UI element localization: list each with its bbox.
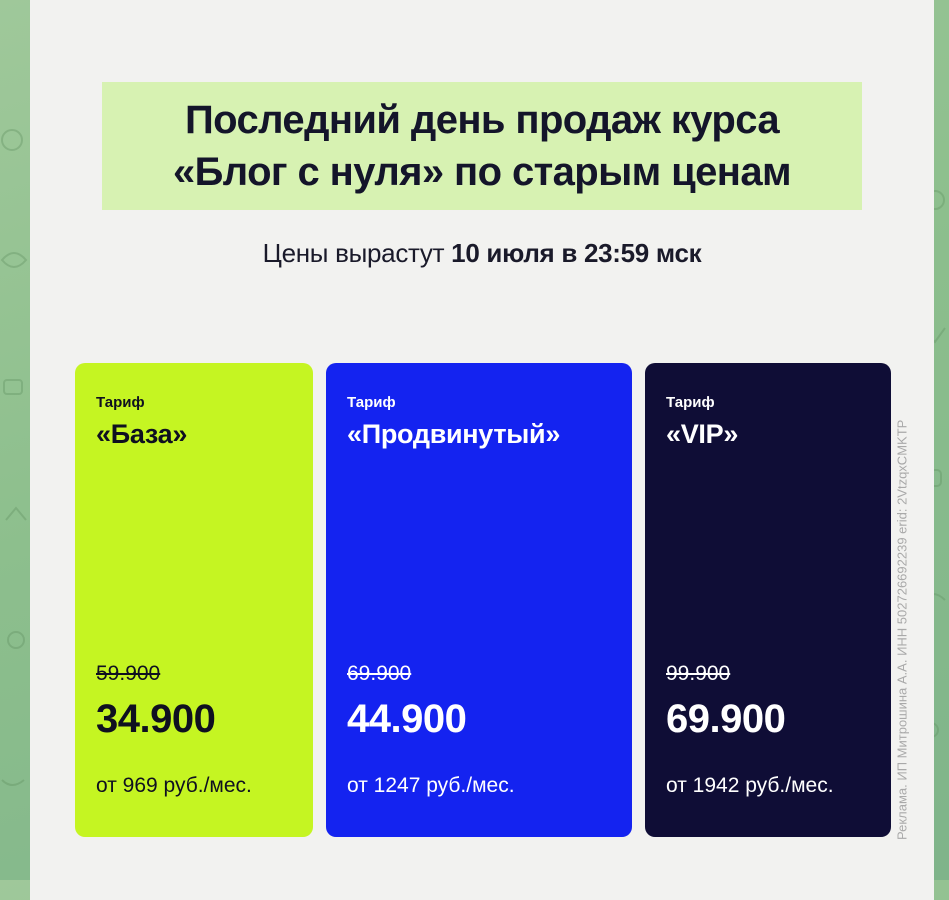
- plan-label: Тариф: [347, 394, 396, 411]
- headline-line-1: Последний день продаж курса: [185, 98, 780, 142]
- monthly-price: от 1247 руб./мес.: [347, 774, 515, 797]
- monthly-price: от 1942 руб./мес.: [666, 774, 834, 797]
- plan-label: Тариф: [96, 394, 145, 411]
- chat-wallpaper-pattern: [0, 129, 28, 786]
- plan-name: «База»: [96, 419, 188, 449]
- old-price: 69.900: [347, 662, 412, 685]
- ad-post-card: Последний день продаж курса «Блог с нуля…: [30, 0, 934, 900]
- new-price: 34.900: [96, 697, 216, 741]
- card-top-rounded: [30, 0, 934, 30]
- headline-line-2: «Блог с нуля» по старым ценам: [173, 150, 792, 194]
- old-price: 99.900: [666, 662, 731, 685]
- plan-card-base[interactable]: Тариф «База» 59.900 34.900 от 969 руб./м…: [75, 363, 313, 837]
- price-block: 99.900 69.900 от 1942 руб./мес.: [666, 661, 834, 799]
- price-increase-prefix: Цены вырастут: [262, 238, 452, 268]
- price-increase-deadline: 10 июля в 23:59 мск: [451, 238, 702, 268]
- price-increase-note: Цены вырастут 10 июля в 23:59 мск: [30, 238, 934, 269]
- monthly-price: от 969 руб./мес.: [96, 774, 252, 797]
- plan-name: «VIP»: [666, 419, 739, 449]
- plan-card-vip[interactable]: Тариф «VIP» 99.900 69.900 от 1942 руб./м…: [645, 363, 891, 837]
- new-price: 44.900: [347, 697, 467, 741]
- plan-label: Тариф: [666, 394, 715, 411]
- plan-card-advanced[interactable]: Тариф «Продвинутый» 69.900 44.900 от 124…: [326, 363, 632, 837]
- headline-banner: Последний день продаж курса «Блог с нуля…: [102, 82, 862, 210]
- price-block: 59.900 34.900 от 969 руб./мес.: [96, 661, 252, 799]
- ad-disclosure-label: Реклама. ИП Митрошина А.А. ИНН 502726692…: [894, 419, 910, 840]
- plan-name: «Продвинутый»: [347, 419, 561, 449]
- old-price: 59.900: [96, 662, 161, 685]
- new-price: 69.900: [666, 697, 786, 741]
- price-block: 69.900 44.900 от 1247 руб./мес.: [347, 661, 515, 799]
